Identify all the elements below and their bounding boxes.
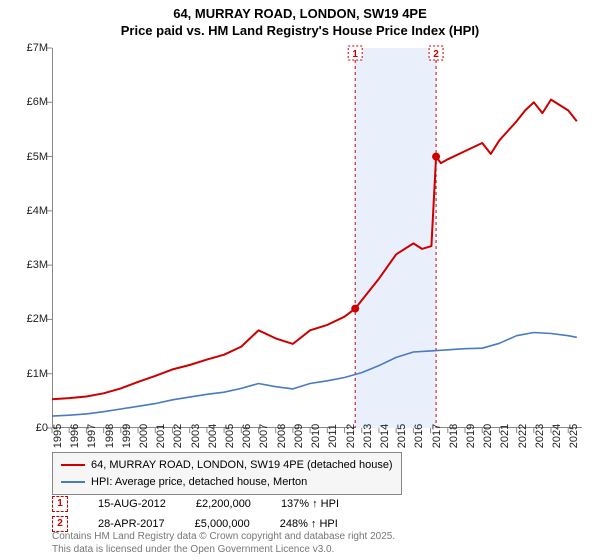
x-axis-label: 2017 (431, 424, 443, 448)
x-axis-label: 2007 (258, 424, 270, 448)
chart-svg: 12 (52, 48, 582, 428)
x-axis-label: 2018 (448, 424, 460, 448)
chart-title: 64, MURRAY ROAD, LONDON, SW19 4PE Price … (0, 0, 600, 40)
y-axis-label: £5M (2, 151, 48, 163)
x-axis-label: 2023 (534, 424, 546, 448)
footnote-line-2: This data is licensed under the Open Gov… (52, 544, 334, 555)
x-axis-label: 2009 (293, 424, 305, 448)
x-axis-label: 2024 (551, 424, 563, 448)
x-axis-label: 2001 (155, 424, 167, 448)
x-axis-label: 2013 (362, 424, 374, 448)
sale-row-2: 2 28-APR-2017 £5,000,000 248% ↑ HPI (52, 516, 338, 532)
x-axis-label: 2020 (482, 424, 494, 448)
svg-text:1: 1 (352, 49, 358, 60)
footnote: Contains HM Land Registry data © Crown c… (52, 531, 395, 556)
y-axis-label: £0 (2, 422, 48, 434)
x-axis-label: 2011 (327, 424, 339, 448)
x-axis-label: 2025 (568, 424, 580, 448)
sale-price-1: £2,200,000 (196, 498, 251, 510)
x-axis-label: 2005 (224, 424, 236, 448)
x-axis-label: 2016 (413, 424, 425, 448)
legend: 64, MURRAY ROAD, LONDON, SW19 4PE (detac… (52, 452, 402, 495)
sale-marker-1: 1 (52, 496, 68, 512)
sale-date-2: 28-APR-2017 (98, 518, 165, 530)
legend-swatch-price (61, 464, 85, 466)
sale-date-1: 15-AUG-2012 (98, 498, 166, 510)
x-axis-label: 2021 (499, 424, 511, 448)
y-axis-label: £2M (2, 313, 48, 325)
x-axis-label: 1995 (52, 424, 64, 448)
y-axis-label: £3M (2, 259, 48, 271)
y-axis-label: £4M (2, 205, 48, 217)
x-axis-label: 2006 (241, 424, 253, 448)
x-axis-label: 2000 (138, 424, 150, 448)
title-line-1: 64, MURRAY ROAD, LONDON, SW19 4PE (173, 6, 427, 21)
y-axis-label: £1M (2, 368, 48, 380)
x-axis-label: 2019 (465, 424, 477, 448)
svg-text:2: 2 (433, 49, 439, 60)
x-axis-label: 2012 (345, 424, 357, 448)
sale-price-2: £5,000,000 (195, 518, 250, 530)
sale-row-1: 1 15-AUG-2012 £2,200,000 137% ↑ HPI (52, 496, 339, 512)
legend-label-price: 64, MURRAY ROAD, LONDON, SW19 4PE (detac… (91, 457, 393, 474)
x-axis-label: 1996 (69, 424, 81, 448)
legend-row-hpi: HPI: Average price, detached house, Mert… (61, 474, 393, 491)
legend-row-price: 64, MURRAY ROAD, LONDON, SW19 4PE (detac… (61, 457, 393, 474)
sale-marker-2: 2 (52, 516, 68, 532)
sale-vs-hpi-1: 137% ↑ HPI (281, 498, 339, 510)
x-axis-label: 1998 (104, 424, 116, 448)
title-line-2: Price paid vs. HM Land Registry's House … (121, 23, 480, 38)
x-axis-label: 2014 (379, 424, 391, 448)
x-axis-label: 1999 (121, 424, 133, 448)
legend-label-hpi: HPI: Average price, detached house, Mert… (91, 474, 307, 491)
sale-vs-hpi-2: 248% ↑ HPI (280, 518, 338, 530)
y-axis-label: £7M (2, 42, 48, 54)
footnote-line-1: Contains HM Land Registry data © Crown c… (52, 531, 395, 542)
x-axis-label: 2004 (207, 424, 219, 448)
x-axis-label: 2008 (276, 424, 288, 448)
chart-area: 12 £0£1M£2M£3M£4M£5M£6M£7M19951996199719… (52, 48, 582, 428)
x-axis-label: 2022 (517, 424, 529, 448)
x-axis-label: 1997 (86, 424, 98, 448)
x-axis-label: 2015 (396, 424, 408, 448)
chart-container: 64, MURRAY ROAD, LONDON, SW19 4PE Price … (0, 0, 600, 560)
legend-swatch-hpi (61, 481, 85, 483)
x-axis-label: 2002 (172, 424, 184, 448)
x-axis-label: 2003 (190, 424, 202, 448)
x-axis-label: 2010 (310, 424, 322, 448)
y-axis-label: £6M (2, 96, 48, 108)
